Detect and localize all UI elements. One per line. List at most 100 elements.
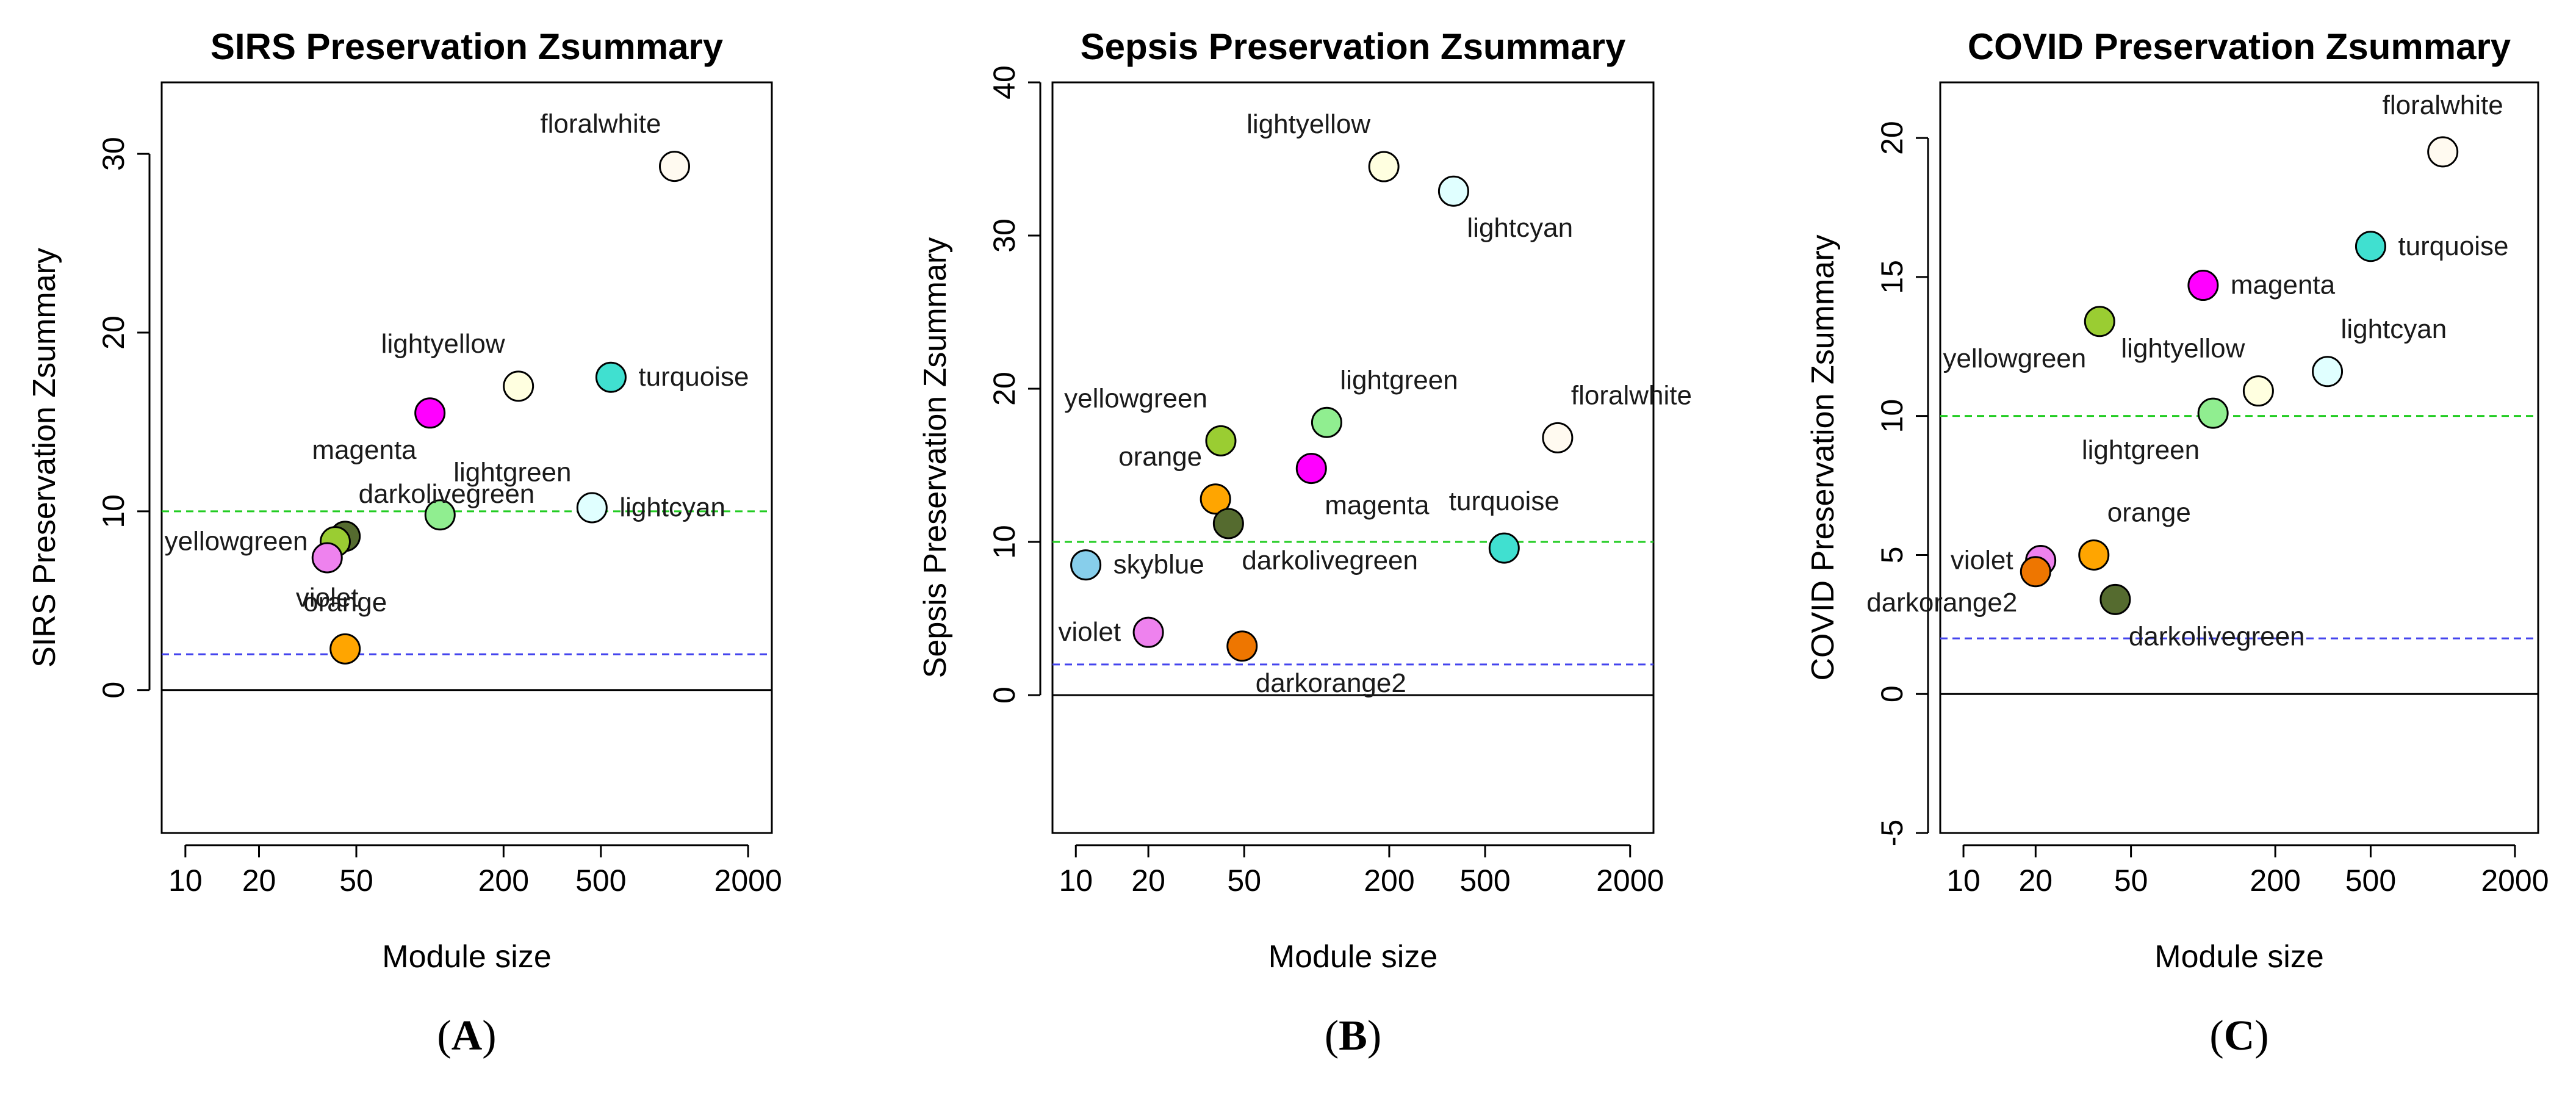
x-tick-label: 200 [478,863,529,898]
x-tick-label: 200 [2250,863,2300,898]
point-label-violet: violet [1951,546,2013,575]
point-label-violet: violet [1058,617,1121,647]
x-tick-label: 2000 [1596,863,1664,898]
point-yellowgreen [2084,306,2115,337]
x-tick-label: 200 [1364,863,1414,898]
x-tick-label: 20 [2019,863,2053,898]
point-label-skyblue: skyblue [1114,550,1204,580]
point-label-turquoise: turquoise [638,362,749,392]
chart-title: COVID Preservation Zsummary [1968,26,2511,67]
y-tick-label: 30 [96,137,131,171]
point-lightcyan [2312,356,2344,388]
x-tick-label: 50 [2114,863,2148,898]
point-label-lightgreen: lightgreen [453,458,571,488]
point-label-turquoise: turquoise [1449,486,1560,516]
point-label-yellowgreen: yellowgreen [1064,383,1207,413]
point-lightgreen [424,499,456,531]
y-tick-label: 20 [987,372,1021,406]
point-label-lightcyan: lightcyan [2341,314,2447,344]
point-orange [2078,539,2110,571]
x-tick-label: 10 [1059,863,1093,898]
point-label-magenta: magenta [1325,491,1430,521]
plot-frame [1051,81,1655,834]
y-tick-label: 10 [987,525,1021,559]
point-darkorange2 [2020,556,2051,588]
y-tick-label: 5 [1875,547,1909,564]
point-label-floralwhite: floralwhite [2383,90,2503,120]
y-tick-label: 10 [96,494,131,528]
plot-frame [1939,81,2539,834]
y-tick-label: 20 [96,315,131,350]
point-label-darkolivegreen: darkolivegreen [359,479,535,509]
y-tick-label: 15 [1875,260,1909,294]
x-tick-label: 500 [2345,863,2396,898]
x-tick-label: 2000 [2481,863,2549,898]
point-lightcyan [576,492,608,524]
point-label-turquoise: turquoise [2398,231,2508,261]
x-tick-label: 2000 [714,863,782,898]
y-axis-label: Sepsis Preservation Zsummary [918,237,953,678]
y-tick-label: 30 [987,218,1021,253]
x-tick-label: 500 [1459,863,1510,898]
plot-frame [160,81,773,834]
y-tick-label: 40 [987,65,1021,99]
point-label-orange: orange [2107,497,2191,527]
point-magenta [2187,270,2219,301]
point-orange [1200,483,1231,515]
y-tick-label: -5 [1875,820,1909,846]
y-tick-label: 0 [1875,685,1909,702]
y-axis-label: COVID Preservation Zsummary [1805,234,1841,680]
x-tick-label: 20 [1131,863,1165,898]
point-floralwhite [2427,136,2459,168]
point-skyblue [1070,549,1102,581]
point-label-lightgreen: lightgreen [2082,435,2200,465]
point-label-magenta: magenta [312,435,417,465]
x-tick-label: 50 [1227,863,1261,898]
point-label-darkorange2: darkorange2 [1256,668,1406,698]
point-darkolivegreen [2099,583,2131,615]
y-tick-label: 0 [987,687,1021,704]
x-tick-label: 10 [168,863,203,898]
panel-label: (A) [437,1012,496,1059]
point-label-magenta: magenta [2231,270,2336,300]
point-orange [329,633,361,665]
point-violet [311,542,343,574]
x-tick-label: 10 [1946,863,1981,898]
chart-title: Sepsis Preservation Zsummary [1081,26,1626,67]
point-label-darkolivegreen: darkolivegreen [1242,546,1418,575]
x-axis-label: Module size [1268,939,1437,975]
x-tick-label: 500 [575,863,626,898]
x-tick-label: 50 [339,863,373,898]
point-label-darkolivegreen: darkolivegreen [2129,621,2305,651]
y-tick-label: 20 [1875,121,1909,155]
point-lightyellow [2242,375,2274,407]
point-label-yellowgreen: yellowgreen [1943,344,2086,373]
x-axis-label: Module size [382,939,551,975]
point-magenta [1295,453,1327,485]
point-turquoise [595,361,627,393]
x-axis-label: Module size [2154,939,2323,975]
point-label-lightgreen: lightgreen [1340,365,1458,395]
point-label-orange: orange [303,587,387,617]
y-tick-label: 10 [1875,399,1909,433]
chart-title: SIRS Preservation Zsummary [210,26,724,67]
point-label-darkorange2: darkorange2 [1866,588,2017,618]
point-label-violet: violet [296,583,359,613]
point-floralwhite [1542,422,1574,453]
y-tick-label: 0 [96,682,131,699]
point-magenta [414,397,446,429]
point-violet [1132,616,1164,648]
x-tick-label: 20 [242,863,276,898]
point-label-lightyellow: lightyellow [1247,109,1370,139]
point-turquoise [1488,532,1520,564]
point-label-floralwhite: floralwhite [1571,380,1692,410]
y-axis-label: SIRS Preservation Zsummary [27,248,62,668]
point-lightcyan [1437,175,1469,207]
panel-label: (C) [2209,1012,2268,1059]
point-label-lightcyan: lightcyan [619,492,725,522]
point-lightgreen [2197,397,2229,429]
point-label-orange: orange [1118,442,1202,472]
point-label-lightcyan: lightcyan [1467,213,1573,243]
